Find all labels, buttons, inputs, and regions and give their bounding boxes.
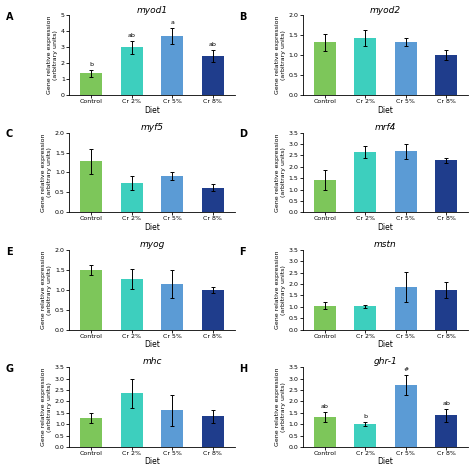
- Bar: [314, 306, 336, 329]
- Text: D: D: [239, 129, 247, 139]
- Title: myod1: myod1: [137, 6, 167, 15]
- Text: b: b: [89, 62, 93, 67]
- Bar: [354, 38, 376, 95]
- Bar: [80, 74, 102, 95]
- X-axis label: Diet: Diet: [378, 106, 393, 115]
- Bar: [354, 306, 376, 329]
- Bar: [80, 419, 102, 447]
- Bar: [394, 152, 417, 212]
- Title: myf5: myf5: [140, 123, 164, 132]
- Text: ab: ab: [128, 33, 136, 38]
- Text: A: A: [6, 12, 13, 22]
- Bar: [314, 42, 336, 95]
- Y-axis label: Gene relative expression
(arbitrary units): Gene relative expression (arbitrary unit…: [41, 251, 52, 329]
- Bar: [354, 152, 376, 212]
- Y-axis label: Gene relative expression
(arbitrary units): Gene relative expression (arbitrary unit…: [275, 368, 286, 447]
- X-axis label: Diet: Diet: [144, 106, 160, 115]
- Y-axis label: Gene relative expression
(arbitrary units): Gene relative expression (arbitrary unit…: [41, 133, 52, 212]
- Bar: [435, 160, 457, 212]
- Title: ghr-1: ghr-1: [374, 357, 397, 366]
- Bar: [435, 415, 457, 447]
- Bar: [435, 290, 457, 329]
- Title: myod2: myod2: [370, 6, 401, 15]
- Bar: [435, 55, 457, 95]
- Title: mhc: mhc: [142, 357, 162, 366]
- Y-axis label: Gene relative expression
(arbitrary units): Gene relative expression (arbitrary unit…: [275, 251, 286, 329]
- Bar: [120, 47, 143, 95]
- Bar: [201, 290, 224, 329]
- Title: mstn: mstn: [374, 240, 397, 249]
- Text: ab: ab: [209, 42, 217, 47]
- Bar: [201, 56, 224, 95]
- X-axis label: Diet: Diet: [144, 457, 160, 466]
- Text: B: B: [239, 12, 247, 22]
- Title: mrf4: mrf4: [375, 123, 396, 132]
- Bar: [161, 284, 183, 329]
- Text: ab: ab: [442, 401, 450, 406]
- Text: G: G: [6, 364, 14, 374]
- X-axis label: Diet: Diet: [144, 223, 160, 232]
- Y-axis label: Gene relative expression
(arbitrary units): Gene relative expression (arbitrary unit…: [41, 368, 52, 447]
- Y-axis label: Gene relative expression
(arbitrary units): Gene relative expression (arbitrary unit…: [47, 16, 58, 94]
- Bar: [314, 417, 336, 447]
- Y-axis label: Gene relative expression
(arbitrary units): Gene relative expression (arbitrary unit…: [275, 133, 286, 212]
- Text: a: a: [170, 20, 174, 25]
- X-axis label: Diet: Diet: [144, 340, 160, 349]
- Bar: [120, 278, 143, 329]
- Bar: [161, 410, 183, 447]
- Bar: [161, 36, 183, 95]
- Text: ab: ab: [321, 404, 329, 409]
- Bar: [161, 176, 183, 212]
- Text: b: b: [363, 413, 367, 419]
- Bar: [80, 161, 102, 212]
- Bar: [394, 287, 417, 329]
- Text: E: E: [6, 247, 13, 257]
- Bar: [354, 424, 376, 447]
- Y-axis label: Gene relative expression
(arbitrary units): Gene relative expression (arbitrary unit…: [275, 16, 286, 94]
- Bar: [120, 394, 143, 447]
- X-axis label: Diet: Diet: [378, 340, 393, 349]
- Bar: [394, 385, 417, 447]
- Title: myog: myog: [139, 240, 164, 249]
- Bar: [314, 180, 336, 212]
- Bar: [394, 42, 417, 95]
- Text: F: F: [239, 247, 246, 257]
- Text: #: #: [403, 367, 408, 371]
- Bar: [120, 183, 143, 212]
- Bar: [201, 187, 224, 212]
- Bar: [201, 416, 224, 447]
- Bar: [80, 270, 102, 329]
- X-axis label: Diet: Diet: [378, 223, 393, 232]
- Text: H: H: [239, 364, 247, 374]
- Text: C: C: [6, 129, 13, 139]
- X-axis label: Diet: Diet: [378, 457, 393, 466]
